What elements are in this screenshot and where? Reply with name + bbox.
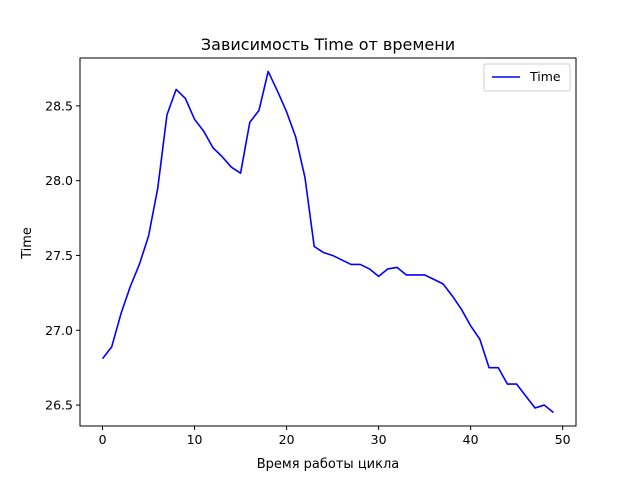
chart-title: Зависимость Time от времени	[201, 35, 455, 54]
y-tick-label: 27.0	[45, 323, 73, 338]
x-tick-label: 10	[187, 432, 203, 447]
x-tick-label: 30	[371, 432, 387, 447]
plot-area	[79, 57, 577, 427]
y-axis-label: Time	[20, 227, 35, 260]
legend-label: Time	[529, 69, 561, 84]
legend: Time	[483, 63, 571, 92]
x-tick-label: 40	[463, 432, 479, 447]
plot-frame	[79, 57, 577, 427]
series-line-time	[101, 70, 554, 414]
x-tick-label: 0	[99, 432, 107, 447]
y-tick-label: 27.5	[45, 248, 73, 263]
x-tick-label: 50	[555, 432, 571, 447]
y-tick-label: 28.0	[45, 173, 73, 188]
x-tick-label: 20	[279, 432, 295, 447]
x-axis: 0 10 20 30 40 50	[99, 426, 571, 447]
y-tick-label: 26.5	[45, 398, 73, 413]
y-axis: 26.5 27.0 27.5 28.0 28.5	[45, 98, 80, 413]
x-axis-label: Время работы цикла	[257, 457, 400, 472]
y-tick-label: 28.5	[45, 98, 73, 113]
legend-box	[483, 63, 571, 92]
